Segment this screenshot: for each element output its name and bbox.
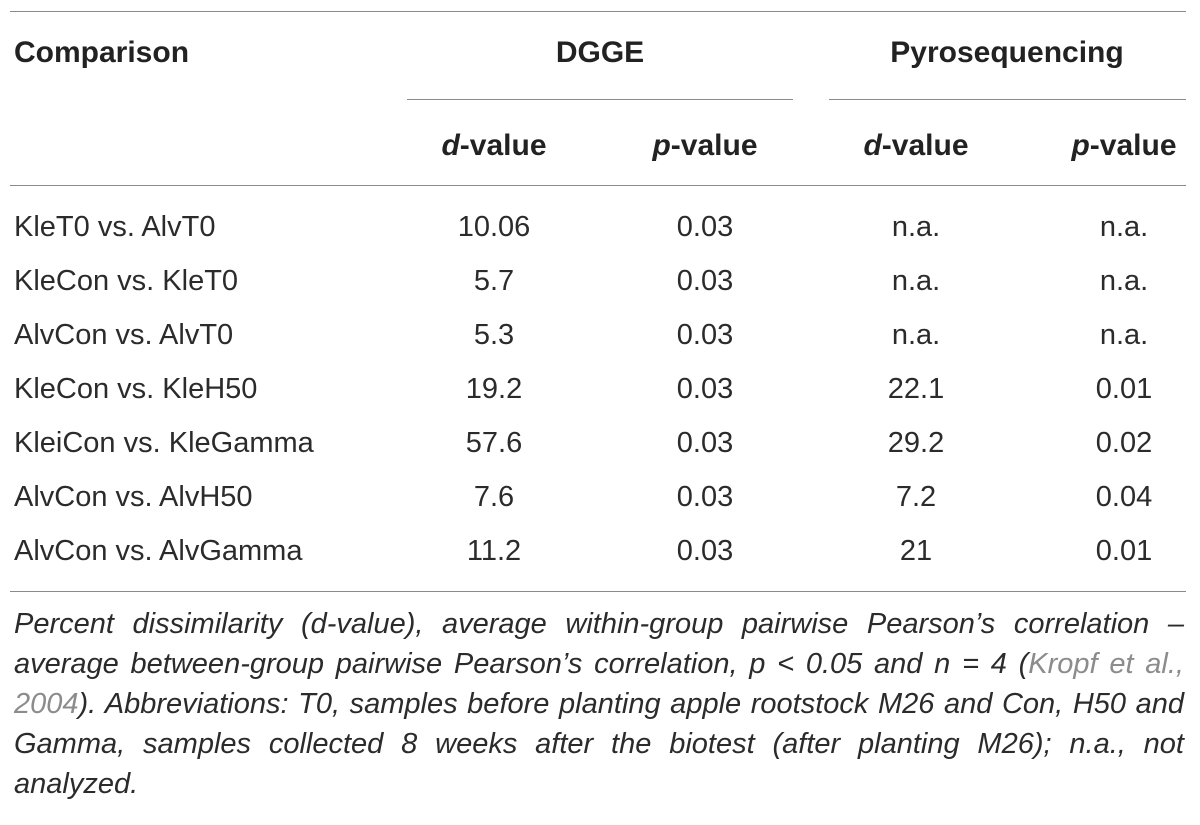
footnote-text-part1: Percent dissimilarity (d-value), average… [14, 608, 1184, 680]
dgge-group-rule [407, 99, 793, 100]
header-dgge-p-suffix: -value [670, 129, 758, 162]
row-pyro-p: n.a. [1099, 319, 1149, 351]
row-dgge-d: 7.6 [473, 481, 515, 513]
row-pyro-d: 22.1 [887, 373, 945, 405]
header-dgge-d-suffix: -value [459, 129, 547, 162]
header-pyro-d-value: d-value [863, 129, 968, 163]
header-dgge-p-letter: p [652, 129, 671, 162]
row-dgge-d: 5.3 [473, 319, 515, 351]
header-group-dgge: DGGE [555, 36, 645, 69]
row-dgge-p: 0.03 [676, 481, 734, 513]
table-top-rule [10, 11, 1186, 12]
row-pyro-p: n.a. [1099, 211, 1149, 243]
header-dgge-d-value: d-value [441, 129, 546, 163]
row-pyro-d: n.a. [891, 319, 941, 351]
row-dgge-d: 57.6 [465, 427, 523, 459]
row-comparison: KleCon vs. KleT0 [14, 265, 239, 297]
table-footnote: Percent dissimilarity (d-value), average… [14, 604, 1184, 804]
citation-link[interactable]: Kropf et al., 2004 [14, 648, 1184, 720]
row-comparison: AlvCon vs. AlvH50 [14, 481, 253, 513]
table-bottom-rule [10, 591, 1186, 592]
row-pyro-p: 0.01 [1095, 373, 1153, 405]
row-dgge-d: 10.06 [457, 211, 531, 243]
header-dgge-d-letter: d [441, 129, 460, 162]
footnote-text-part2: ). Abbreviations: T0, samples before pla… [14, 688, 1184, 800]
row-pyro-p: 0.04 [1095, 481, 1153, 513]
row-pyro-d: 29.2 [887, 427, 945, 459]
row-dgge-p: 0.03 [676, 373, 734, 405]
row-comparison: AlvCon vs. AlvGamma [14, 535, 303, 567]
row-dgge-d: 11.2 [466, 535, 522, 567]
header-pyro-d-suffix: -value [881, 129, 969, 162]
row-pyro-p: 0.01 [1095, 535, 1153, 567]
header-pyro-p-suffix: -value [1089, 129, 1177, 162]
header-pyro-d-letter: d [863, 129, 882, 162]
row-dgge-d: 5.7 [473, 265, 515, 297]
row-pyro-p: 0.02 [1095, 427, 1153, 459]
header-comparison: Comparison [14, 36, 190, 69]
row-comparison: KleCon vs. KleH50 [14, 373, 258, 405]
row-dgge-p: 0.03 [676, 319, 734, 351]
header-pyro-p-letter: p [1071, 129, 1090, 162]
header-pyro-p-value: p-value [1071, 129, 1176, 163]
row-dgge-d: 19.2 [465, 373, 523, 405]
row-dgge-p: 0.03 [676, 535, 734, 567]
row-pyro-d: n.a. [891, 265, 941, 297]
header-group-pyrosequencing: Pyrosequencing [890, 36, 1124, 69]
row-pyro-d: 7.2 [895, 481, 937, 513]
row-dgge-p: 0.03 [676, 427, 734, 459]
header-dgge-p-value: p-value [652, 129, 757, 163]
row-comparison: AlvCon vs. AlvT0 [14, 319, 234, 351]
row-pyro-p: n.a. [1099, 265, 1149, 297]
row-dgge-p: 0.03 [676, 211, 734, 243]
row-comparison: KleiCon vs. KleGamma [14, 427, 314, 459]
row-pyro-d: n.a. [891, 211, 941, 243]
pyro-group-rule [829, 99, 1186, 100]
table-header-rule [10, 185, 1186, 186]
row-dgge-p: 0.03 [676, 265, 734, 297]
row-comparison: KleT0 vs. AlvT0 [14, 211, 216, 243]
row-pyro-d: 21 [899, 535, 933, 567]
